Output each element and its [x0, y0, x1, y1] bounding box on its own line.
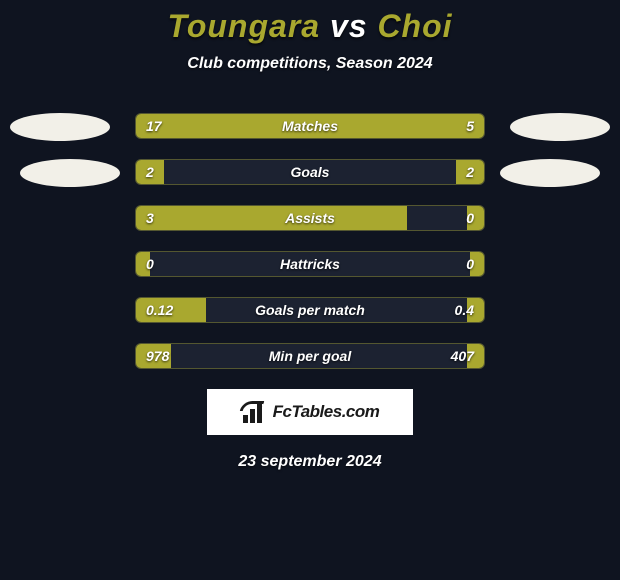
stat-rows: Matches175Goals22Assists30Hattricks00Goa… — [135, 113, 485, 369]
stat-row: Matches17 5 — [135, 113, 485, 139]
logo-text: FcTables.com — [273, 402, 380, 422]
stat-value-left: 3 — [146, 206, 154, 230]
stat-value-left: 978 — [146, 344, 169, 368]
avatar-placeholder-right-1 — [510, 113, 610, 141]
subtitle: Club competitions, Season 2024 — [0, 55, 620, 73]
stat-row: Assists3 0 — [135, 205, 485, 231]
stat-value-right: 0 — [466, 206, 474, 230]
fctables-logo-icon — [241, 401, 267, 423]
stat-value-left: 2 — [146, 160, 154, 184]
stat-row: Goals per match0.12 0.4 — [135, 297, 485, 323]
stat-value-left: 0.12 — [146, 298, 173, 322]
avatar-placeholder-left-2 — [20, 159, 120, 187]
stat-label: Goals — [136, 160, 484, 184]
stat-value-right: 5 — [466, 114, 474, 138]
stat-value-right: 0.4 — [455, 298, 474, 322]
stat-row: Goals2 2 — [135, 159, 485, 185]
comparison-title: Toungara vs Choi — [0, 8, 620, 45]
stats-area: Matches175Goals22Assists30Hattricks00Goa… — [0, 113, 620, 369]
avatar-placeholder-right-2 — [500, 159, 600, 187]
player2-name: Choi — [377, 8, 452, 44]
stat-value-right: 0 — [466, 252, 474, 276]
stat-value-right: 407 — [451, 344, 474, 368]
stat-value-right: 2 — [466, 160, 474, 184]
stat-value-left: 0 — [146, 252, 154, 276]
stat-label: Min per goal — [136, 344, 484, 368]
stat-label: Assists — [136, 206, 484, 230]
logo-box: FcTables.com — [207, 389, 413, 435]
stat-label: Goals per match — [136, 298, 484, 322]
vs-text: vs — [330, 8, 368, 44]
stat-row: Min per goal978 407 — [135, 343, 485, 369]
stat-row: Hattricks0 0 — [135, 251, 485, 277]
date-text: 23 september 2024 — [0, 453, 620, 471]
avatar-placeholder-left-1 — [10, 113, 110, 141]
stat-value-left: 17 — [146, 114, 162, 138]
stat-label: Hattricks — [136, 252, 484, 276]
player1-name: Toungara — [167, 8, 320, 44]
stat-label: Matches — [136, 114, 484, 138]
